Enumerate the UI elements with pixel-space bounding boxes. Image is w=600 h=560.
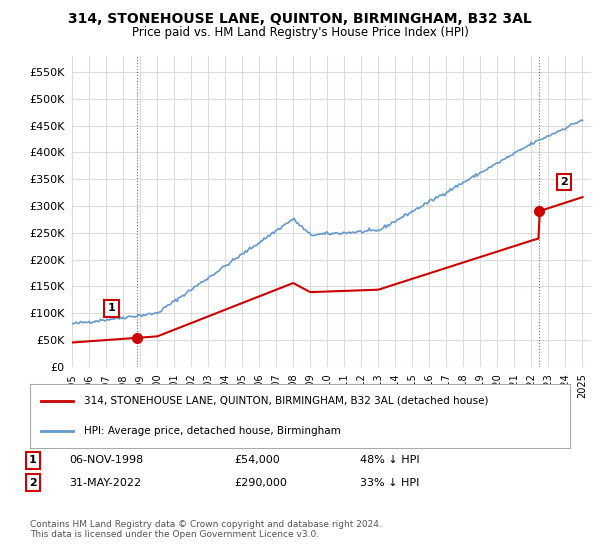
Text: Price paid vs. HM Land Registry's House Price Index (HPI): Price paid vs. HM Land Registry's House …: [131, 26, 469, 39]
Text: 2: 2: [560, 177, 568, 187]
Text: 314, STONEHOUSE LANE, QUINTON, BIRMINGHAM, B32 3AL (detached house): 314, STONEHOUSE LANE, QUINTON, BIRMINGHA…: [84, 396, 488, 406]
Text: £290,000: £290,000: [234, 478, 287, 488]
Text: £54,000: £54,000: [234, 455, 280, 465]
Text: 31-MAY-2022: 31-MAY-2022: [69, 478, 141, 488]
Text: 33% ↓ HPI: 33% ↓ HPI: [360, 478, 419, 488]
Text: Contains HM Land Registry data © Crown copyright and database right 2024.
This d: Contains HM Land Registry data © Crown c…: [30, 520, 382, 539]
Text: 1: 1: [29, 455, 37, 465]
Text: 1: 1: [108, 304, 116, 314]
Text: HPI: Average price, detached house, Birmingham: HPI: Average price, detached house, Birm…: [84, 426, 341, 436]
Text: 06-NOV-1998: 06-NOV-1998: [69, 455, 143, 465]
Text: 2: 2: [29, 478, 37, 488]
Text: 48% ↓ HPI: 48% ↓ HPI: [360, 455, 419, 465]
Text: 314, STONEHOUSE LANE, QUINTON, BIRMINGHAM, B32 3AL: 314, STONEHOUSE LANE, QUINTON, BIRMINGHA…: [68, 12, 532, 26]
